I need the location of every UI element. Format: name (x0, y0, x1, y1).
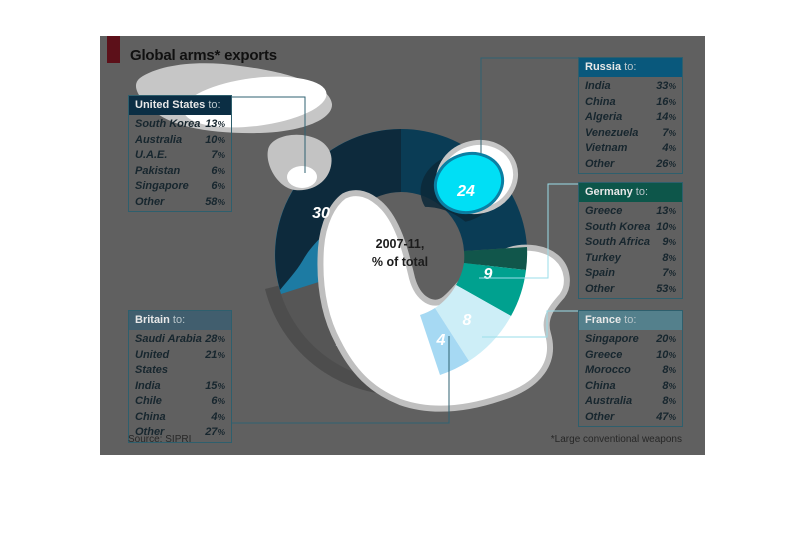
source-note: Source: SIPRI (128, 434, 192, 445)
table-united-states: United States to: South Korea 13% Austral… (128, 95, 232, 212)
center-label-line1: 2007-11, (376, 237, 425, 251)
russia-bubble-cyan (433, 151, 505, 215)
slice-value-russia: 24 (456, 183, 475, 200)
table-france: France to: Singapore 20% Greece 10% Morocc… (578, 310, 683, 427)
table-header-britain: Britain to: (129, 311, 231, 330)
slice-britain (420, 308, 469, 375)
cloud-white-small (287, 166, 317, 188)
table-header-france: France to: (579, 311, 682, 330)
table-header-label: Germany (585, 186, 633, 198)
table-row: China 4% (135, 410, 225, 423)
table-row: United States 21% (135, 348, 225, 377)
table-row: Chile 6% (135, 395, 225, 407)
dove-blob (317, 190, 570, 412)
table-header-suffix: to: (172, 314, 186, 326)
economist-red-tab (107, 36, 120, 63)
slice-france (435, 285, 511, 361)
table-row: Greece 10% (585, 348, 676, 361)
table-row: India 33% (585, 80, 676, 92)
table-row: Australia 10% (135, 133, 225, 146)
donut-chart: Other 25 30 24 9 8 4 (135, 57, 578, 424)
table-row: India 15% (135, 379, 225, 392)
slice-germany-cap (464, 247, 528, 270)
table-row: Saudi Arabia 28% (135, 333, 225, 345)
leader-line-france (482, 310, 578, 338)
table-row: South Africa 9% (585, 236, 676, 248)
center-label-line2: % of total (372, 255, 428, 269)
leader-line-united-states (232, 96, 306, 173)
table-row: Vietnam 4% (585, 142, 676, 154)
table-header-suffix: to: (624, 61, 637, 73)
table-row: Algeria 14% (585, 111, 676, 123)
table-row: Venezuela 7% (585, 126, 676, 139)
table-header-label: United States (135, 99, 206, 111)
chart-panel: Global arms* exports Other 25 (100, 36, 705, 455)
slice-value-britain: 4 (436, 332, 446, 349)
table-row: Singapore 20% (585, 333, 676, 345)
table-header-label: Russia (585, 61, 622, 73)
table-row: Morocco 8% (585, 364, 676, 376)
table-row: South Korea 10% (585, 220, 676, 233)
table-row: China 16% (585, 95, 676, 108)
table-row: Turkey 8% (585, 251, 676, 264)
table-header-russia: Russia to: (579, 58, 682, 77)
table-britain: Britain to: Saudi Arabia 28% United State… (128, 310, 232, 443)
table-row: Other 26% (585, 157, 676, 170)
table-russia: Russia to: India 33% China 16% Algeria 14% … (578, 57, 683, 174)
table-header-label: France (585, 314, 622, 326)
table-row: Pakistan 6% (135, 164, 225, 177)
table-row: U.A.E. 7% (135, 149, 225, 161)
leader-line-germany (479, 183, 578, 279)
footnote: *Large conventional weapons (550, 434, 682, 445)
table-row: Other 53% (585, 282, 676, 295)
table-row: Singapore 6% (135, 180, 225, 192)
table-header-suffix: to: (635, 186, 648, 198)
table-header-label: Britain (135, 314, 170, 326)
table-row: China 8% (585, 379, 676, 392)
slice-germany (456, 263, 526, 316)
leader-line-britain (232, 336, 450, 424)
table-row: South Korea 13% (135, 118, 225, 130)
table-header-germany: Germany to: (579, 183, 682, 202)
table-row: Other 47% (585, 410, 676, 423)
leader-line-russia (480, 57, 578, 186)
table-row: Other 27% (135, 426, 225, 438)
table-row: Other 58% (135, 195, 225, 208)
slice-value-united-states: 30 (312, 205, 330, 222)
slice-value-germany: 9 (484, 266, 493, 283)
table-header-suffix: to: (208, 99, 221, 111)
table-row: Greece 13% (585, 205, 676, 217)
table-header-united-states: United States to: (129, 96, 231, 115)
slice-value-france: 8 (463, 312, 472, 329)
table-row: Australia 8% (585, 395, 676, 407)
chart-title: Global arms* exports (130, 47, 277, 64)
table-header-suffix: to: (624, 314, 637, 326)
table-row: Spain 7% (585, 267, 676, 279)
table-germany: Germany to: Greece 13% South Korea 10% Sou… (578, 182, 683, 299)
